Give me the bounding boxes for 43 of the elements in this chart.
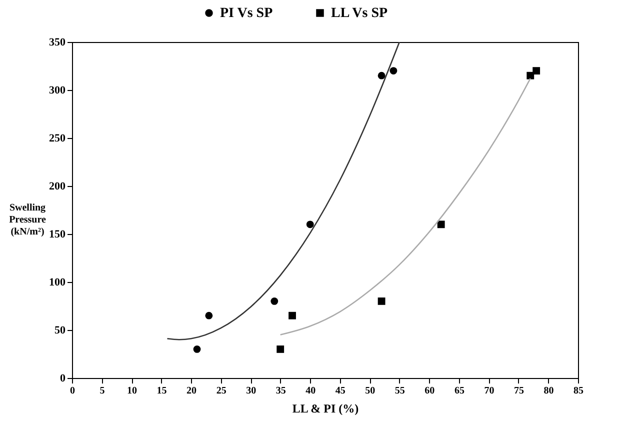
x-tick-label: 30 [246, 386, 256, 396]
point [276, 345, 284, 353]
legend-label: PI Vs SP [220, 6, 274, 21]
point [378, 72, 386, 80]
x-tick-label: 65 [454, 386, 464, 396]
y-axis-title: Swelling Pressure (kN/m²) [9, 202, 46, 238]
x-tick-label: 45 [335, 386, 346, 396]
x-tick-label: 15 [156, 386, 167, 396]
x-tick-label: 40 [306, 386, 316, 396]
x-tick-label: 5 [100, 386, 105, 396]
x-tick-label: 75 [514, 386, 524, 396]
y-tick-label: 350 [49, 36, 66, 48]
point [532, 67, 540, 75]
point [378, 297, 386, 305]
y-tick-label: 200 [49, 180, 66, 192]
y-tick-label: 300 [49, 84, 66, 96]
point [288, 312, 296, 320]
x-axis-title: LL & PI (%) [292, 402, 359, 416]
y-tick-label: 150 [49, 228, 66, 240]
point [205, 312, 213, 320]
x-tick-label: 20 [186, 386, 197, 396]
point [437, 220, 445, 228]
x-tick-label: 0 [70, 386, 75, 396]
line-series [166, 42, 400, 340]
x-tick-label: 25 [216, 386, 226, 396]
x-tick-label: 10 [127, 386, 138, 396]
x-tick-label: 80 [544, 386, 554, 396]
point [306, 220, 314, 228]
y-tick-label: 50 [54, 324, 66, 336]
y-tick-label: 100 [49, 276, 66, 288]
x-tick-label: 70 [484, 386, 494, 396]
point [390, 67, 398, 74]
x-tick-label: 35 [276, 386, 286, 396]
y-tick-label: 250 [49, 132, 66, 144]
point [270, 298, 278, 305]
x-tick-label: 85 [574, 386, 584, 396]
legend-label: LL Vs SP [331, 6, 388, 21]
x-tick-label: 60 [424, 386, 435, 396]
y-tick-label: 0 [60, 372, 66, 384]
x-tick-label: 55 [394, 386, 405, 396]
point [193, 346, 201, 353]
point [526, 72, 534, 80]
x-tick-label: 50 [365, 386, 376, 396]
